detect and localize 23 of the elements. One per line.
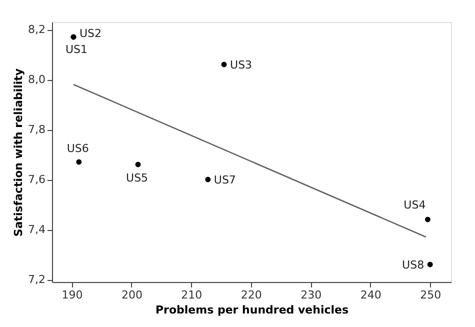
y-axis-title: Satisfaction with reliability [12, 68, 26, 237]
x-axis-title: Problems per hundred vehicles [155, 304, 349, 316]
annotation: US6 [66, 142, 89, 155]
annotation: US5 [126, 172, 148, 184]
annotation: US7 [214, 174, 236, 186]
y-tick-label: 7,8 [28, 123, 46, 136]
x-tick-label: 200 [121, 288, 142, 302]
y-tick-label: 8,2 [28, 23, 46, 36]
x-tick-label: 210 [181, 288, 202, 302]
x-tick-label: 190 [62, 288, 83, 302]
y-tick-label: 7,6 [28, 173, 46, 186]
x-tick-label: 240 [360, 288, 382, 302]
annotation: US1 [66, 43, 88, 56]
y-tick-label: 7,2 [28, 273, 46, 286]
y-tick-label: 7,4 [28, 223, 46, 236]
annotation: US8 [402, 258, 424, 272]
annotation: US3 [230, 58, 252, 72]
x-tick-label: 230 [300, 288, 322, 302]
annotation: US2 [80, 27, 102, 40]
y-tick-label: 8,0 [28, 73, 46, 86]
annotation: US4 [404, 198, 426, 212]
x-tick-label: 220 [240, 288, 262, 302]
x-tick-label: 250 [420, 288, 442, 302]
